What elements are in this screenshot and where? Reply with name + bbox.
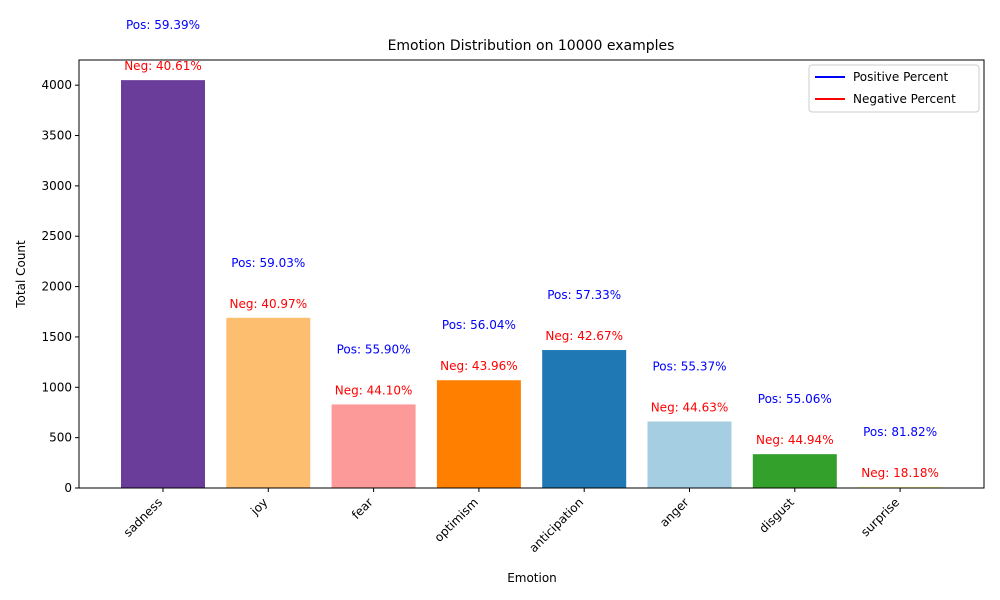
neg-percent-label-fear: Neg: 44.10% xyxy=(335,383,413,397)
legend: Positive Percent Negative Percent xyxy=(808,64,980,113)
neg-percent-label-joy: Neg: 40.97% xyxy=(230,297,308,311)
y-tick-label: 500 xyxy=(49,431,72,445)
pos-percent-label-optimism: Pos: 56.04% xyxy=(442,318,516,332)
legend-label-negative: Negative Percent xyxy=(853,92,956,106)
pos-percent-label-joy: Pos: 59.03% xyxy=(231,256,305,270)
bar-joy xyxy=(226,317,311,488)
pos-percent-label-anger: Pos: 55.37% xyxy=(652,360,726,374)
neg-percent-label-surprise: Neg: 18.18% xyxy=(861,466,939,480)
bar-disgust xyxy=(752,454,837,488)
plot-frame xyxy=(78,59,985,489)
y-tick-label: 2500 xyxy=(41,229,72,243)
y-tick-label: 3000 xyxy=(41,179,72,193)
y-tick-label: 2000 xyxy=(41,280,72,294)
pos-percent-label-fear: Pos: 55.90% xyxy=(337,342,411,356)
annotations-group: Neg: 40.61% Pos: 59.39% Neg: 40.97% Pos: 59… xyxy=(124,18,939,480)
bar-anger xyxy=(647,421,732,488)
bar-fear xyxy=(331,404,416,488)
bar-optimism xyxy=(436,380,521,488)
neg-percent-label-anger: Neg: 44.63% xyxy=(651,401,729,415)
y-tick-label: 3500 xyxy=(41,129,72,143)
neg-percent-label-sadness: Neg: 40.61% xyxy=(124,59,202,73)
y-tick-label: 4000 xyxy=(41,78,72,92)
bar-sadness xyxy=(121,80,205,488)
y-axis-title: Total Count xyxy=(14,240,28,309)
y-tick-label: 1000 xyxy=(41,380,72,394)
legend-box xyxy=(808,64,980,113)
neg-percent-label-optimism: Neg: 43.96% xyxy=(440,359,518,373)
x-axis-title: Emotion xyxy=(507,571,557,585)
y-tick-label: 1500 xyxy=(41,330,72,344)
neg-percent-label-disgust: Neg: 44.94% xyxy=(756,433,834,447)
y-axis: 0 500 1000 1500 2000 2500 3000 3500 4000 xyxy=(41,78,79,495)
pos-percent-label-anticipation: Pos: 57.33% xyxy=(547,288,621,302)
pos-percent-label-disgust: Pos: 55.06% xyxy=(758,392,832,406)
pos-percent-label-sadness: Pos: 59.39% xyxy=(126,18,200,32)
pos-percent-label-surprise: Pos: 81.82% xyxy=(863,425,937,439)
bar-surprise xyxy=(858,486,943,488)
bar-anticipation xyxy=(542,350,627,488)
legend-label-positive: Positive Percent xyxy=(853,70,949,84)
neg-percent-label-anticipation: Neg: 42.67% xyxy=(545,329,623,343)
chart-title: Emotion Distribution on 10000 examples xyxy=(388,38,675,54)
bars-group xyxy=(121,80,943,488)
y-tick-label: 0 xyxy=(64,481,72,495)
